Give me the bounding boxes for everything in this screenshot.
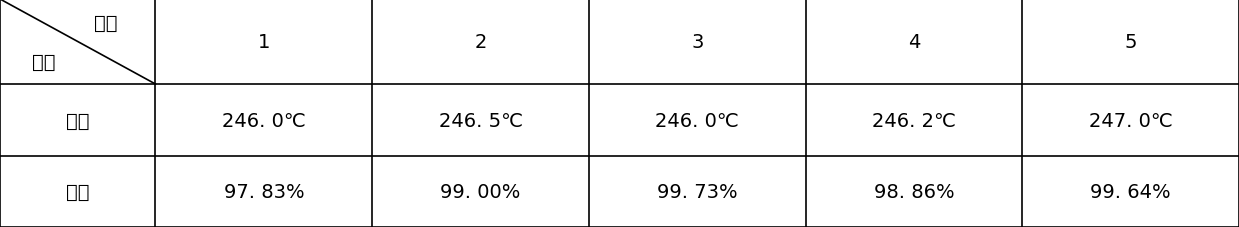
Text: 纯度: 纯度 <box>66 182 89 201</box>
Text: 246. 5℃: 246. 5℃ <box>439 111 523 130</box>
Text: 246. 2℃: 246. 2℃ <box>872 111 955 130</box>
Text: 247. 0℃: 247. 0℃ <box>1089 111 1172 130</box>
Text: 99. 64%: 99. 64% <box>1090 182 1171 201</box>
Text: 性能: 性能 <box>32 52 56 71</box>
Text: 5: 5 <box>1125 33 1137 52</box>
Text: 97. 83%: 97. 83% <box>223 182 304 201</box>
Text: 99. 00%: 99. 00% <box>440 182 520 201</box>
Text: 99. 73%: 99. 73% <box>657 182 737 201</box>
Text: 98. 86%: 98. 86% <box>873 182 954 201</box>
Text: 批次: 批次 <box>94 13 118 32</box>
Text: 4: 4 <box>908 33 921 52</box>
Text: 熔点: 熔点 <box>66 111 89 130</box>
Text: 3: 3 <box>691 33 704 52</box>
Text: 246. 0℃: 246. 0℃ <box>222 111 306 130</box>
Text: 1: 1 <box>258 33 270 52</box>
Text: 246. 0℃: 246. 0℃ <box>655 111 740 130</box>
Text: 2: 2 <box>475 33 487 52</box>
